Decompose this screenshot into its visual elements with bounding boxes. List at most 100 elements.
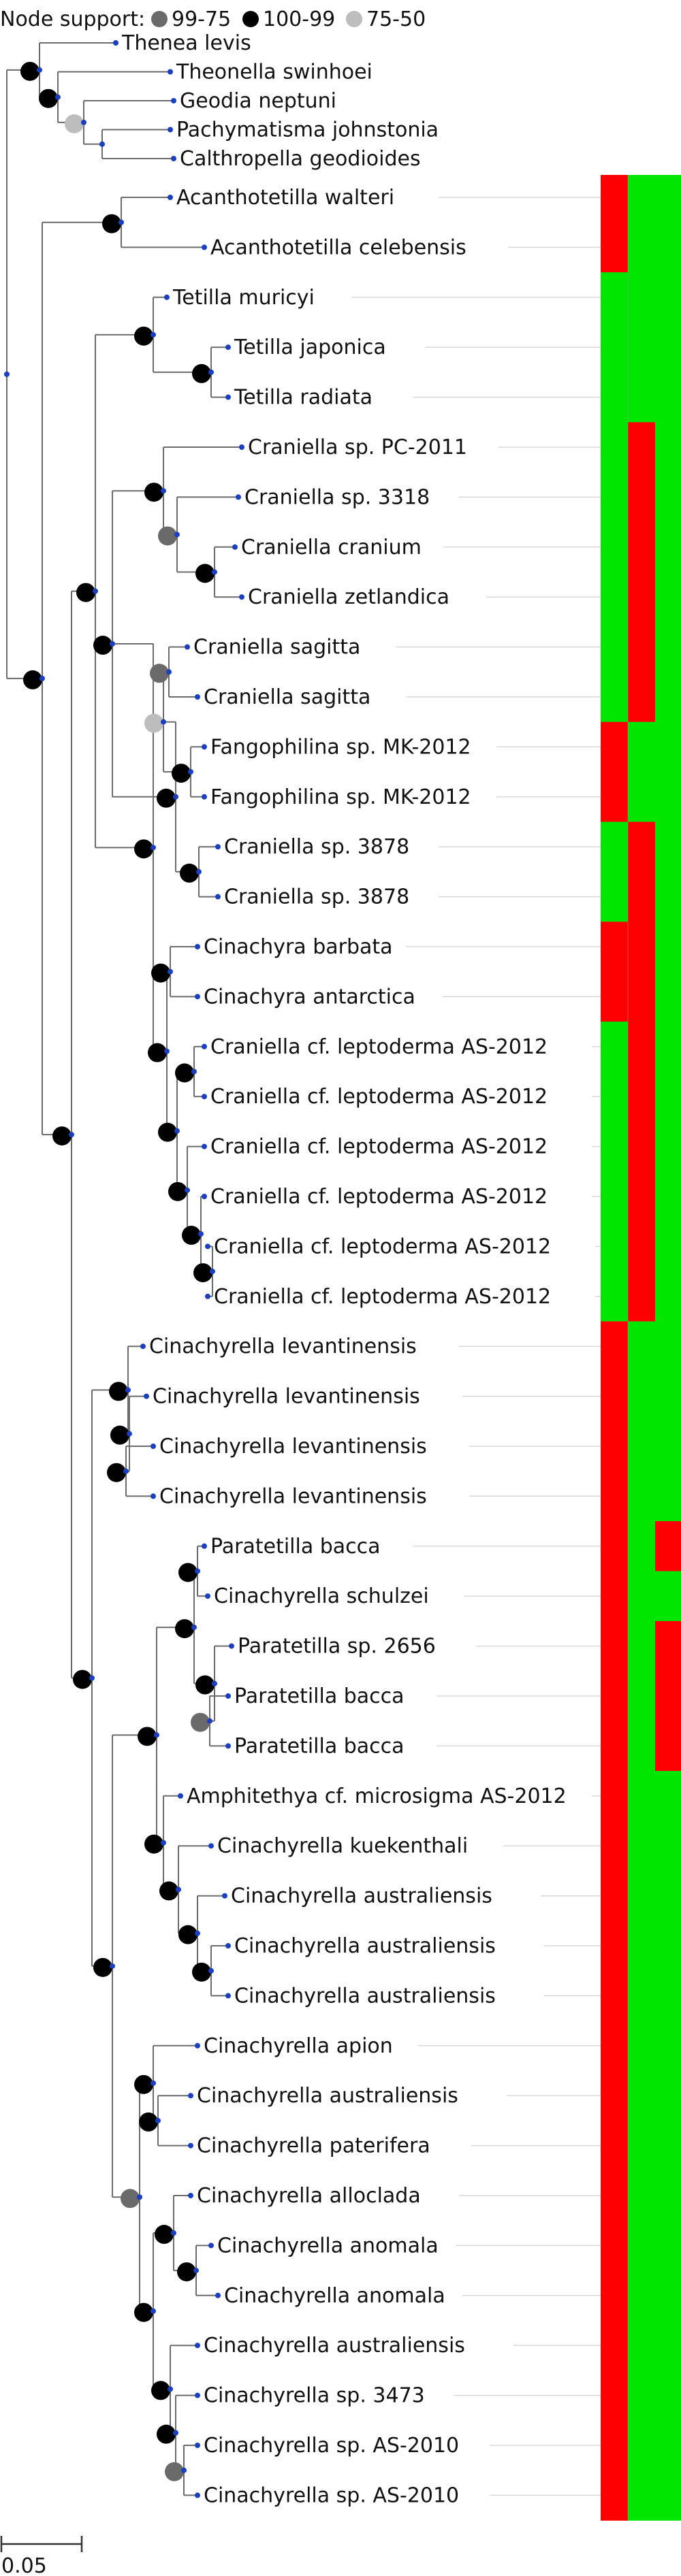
trait-cell bbox=[655, 1821, 681, 1872]
node-point bbox=[39, 675, 45, 681]
tip-point bbox=[140, 1343, 146, 1350]
trait-cell bbox=[655, 821, 681, 873]
support-node bbox=[110, 1425, 129, 1445]
trait-cell bbox=[655, 2270, 681, 2321]
taxon-label: Cinachyrella australiensis bbox=[197, 2084, 458, 2108]
trait-cell bbox=[601, 572, 628, 623]
support-node bbox=[175, 1619, 194, 1639]
tip-point bbox=[215, 2292, 221, 2298]
support-node bbox=[150, 664, 169, 683]
taxon-label: Cinachyrella levantinensis bbox=[153, 1385, 420, 1409]
legend-swatch bbox=[151, 11, 168, 27]
support-node bbox=[144, 483, 163, 502]
node-point bbox=[154, 1732, 159, 1738]
trait-cell bbox=[601, 1571, 628, 1622]
trait-cell bbox=[601, 2370, 628, 2421]
node-point bbox=[155, 2117, 161, 2123]
tip-point bbox=[236, 494, 241, 500]
tip-point bbox=[205, 1243, 210, 1250]
trait-cell bbox=[628, 572, 655, 623]
trait-cell bbox=[601, 772, 628, 823]
trait-cell bbox=[628, 1970, 655, 2021]
support-node bbox=[109, 1382, 128, 1401]
trait-cell bbox=[601, 922, 628, 973]
taxon-label: Craniella cf. leptoderma AS-2012 bbox=[210, 1085, 548, 1109]
tip-point bbox=[171, 98, 176, 103]
trait-cell bbox=[628, 821, 655, 873]
support-node bbox=[107, 1463, 126, 1482]
taxon-label: Cinachyrella anomala bbox=[224, 2284, 445, 2308]
tip-point bbox=[188, 2142, 193, 2149]
taxon-label: Craniella sagitta bbox=[204, 685, 370, 709]
trait-cell bbox=[601, 1071, 628, 1122]
trait-cell bbox=[628, 1620, 655, 1672]
trait-cell bbox=[601, 1271, 628, 1322]
trait-cell bbox=[655, 1121, 681, 1172]
trait-cell bbox=[601, 1821, 628, 1872]
taxon-label: Cinachyrella sp. AS-2010 bbox=[204, 2483, 459, 2507]
node-point bbox=[37, 67, 42, 73]
node-point bbox=[208, 369, 214, 375]
tip-point bbox=[202, 1543, 207, 1549]
trait-cell bbox=[655, 2120, 681, 2171]
tip-point bbox=[151, 1444, 156, 1449]
trait-cell bbox=[655, 1471, 681, 1522]
support-node bbox=[93, 1957, 112, 1977]
taxon-label: Craniella cf. leptoderma AS-2012 bbox=[210, 1035, 548, 1059]
trait-cell bbox=[655, 422, 681, 473]
taxon-label: Amphitethya cf. microsigma AS-2012 bbox=[187, 1784, 567, 1808]
trait-cell bbox=[601, 1620, 628, 1672]
tip-point bbox=[225, 1943, 231, 1949]
support-node bbox=[144, 713, 163, 733]
trait-cell bbox=[655, 2320, 681, 2371]
support-node bbox=[172, 764, 191, 783]
trait-cell bbox=[628, 322, 655, 373]
tip-point bbox=[232, 544, 238, 550]
trait-cell bbox=[601, 175, 628, 223]
tip-point bbox=[178, 1793, 183, 1799]
node-point bbox=[174, 1128, 180, 1134]
trait-cell bbox=[601, 1721, 628, 1772]
taxon-label: Theonella swinhoei bbox=[176, 61, 373, 84]
node-point bbox=[208, 1968, 214, 1974]
taxon-label: Tetilla japonica bbox=[234, 336, 386, 359]
legend-swatch bbox=[346, 11, 362, 27]
support-node bbox=[139, 2112, 158, 2132]
trait-cell bbox=[655, 1171, 681, 1222]
trait-cell bbox=[655, 1321, 681, 1372]
taxon-label: Cinachyrella apion bbox=[204, 2034, 393, 2058]
trait-cell bbox=[655, 372, 681, 423]
node-point bbox=[198, 1231, 204, 1237]
tip-point bbox=[168, 195, 173, 200]
node-point bbox=[212, 569, 217, 575]
support-node bbox=[134, 839, 153, 859]
tip-point bbox=[195, 2343, 200, 2349]
taxon-label: Fangophilina sp. MK-2012 bbox=[210, 735, 471, 759]
taxon-label: Cinachyrella levantinensis bbox=[149, 1335, 417, 1358]
trait-cell bbox=[655, 472, 681, 523]
node-point bbox=[161, 488, 166, 494]
taxon-label: Craniella cranium bbox=[241, 536, 422, 559]
taxon-label: Cinachyrella australiensis bbox=[231, 1885, 492, 1908]
support-node bbox=[158, 526, 177, 546]
tip-point bbox=[195, 2042, 200, 2049]
trait-cell bbox=[601, 721, 628, 772]
trait-cell bbox=[601, 422, 628, 473]
support-node bbox=[65, 114, 84, 133]
trait-cell bbox=[628, 721, 655, 772]
node-point bbox=[110, 1963, 115, 1969]
trait-cell bbox=[601, 2470, 628, 2521]
trait-cell bbox=[655, 272, 681, 323]
trait-cell bbox=[628, 472, 655, 523]
taxon-label: Fangophilina sp. MK-2012 bbox=[210, 785, 471, 809]
tip-point bbox=[202, 744, 207, 750]
legend-label: 100-99 bbox=[263, 7, 335, 31]
node-support-legend: Node support: 99-75 100-99 75-50 bbox=[0, 7, 426, 31]
tip-point bbox=[168, 127, 173, 133]
trait-cell bbox=[628, 1221, 655, 1272]
node-point bbox=[168, 2386, 173, 2392]
legend-label: 99-75 bbox=[172, 7, 231, 31]
support-node bbox=[180, 863, 199, 883]
support-node bbox=[178, 1563, 197, 1582]
trait-cell bbox=[655, 1671, 681, 1722]
